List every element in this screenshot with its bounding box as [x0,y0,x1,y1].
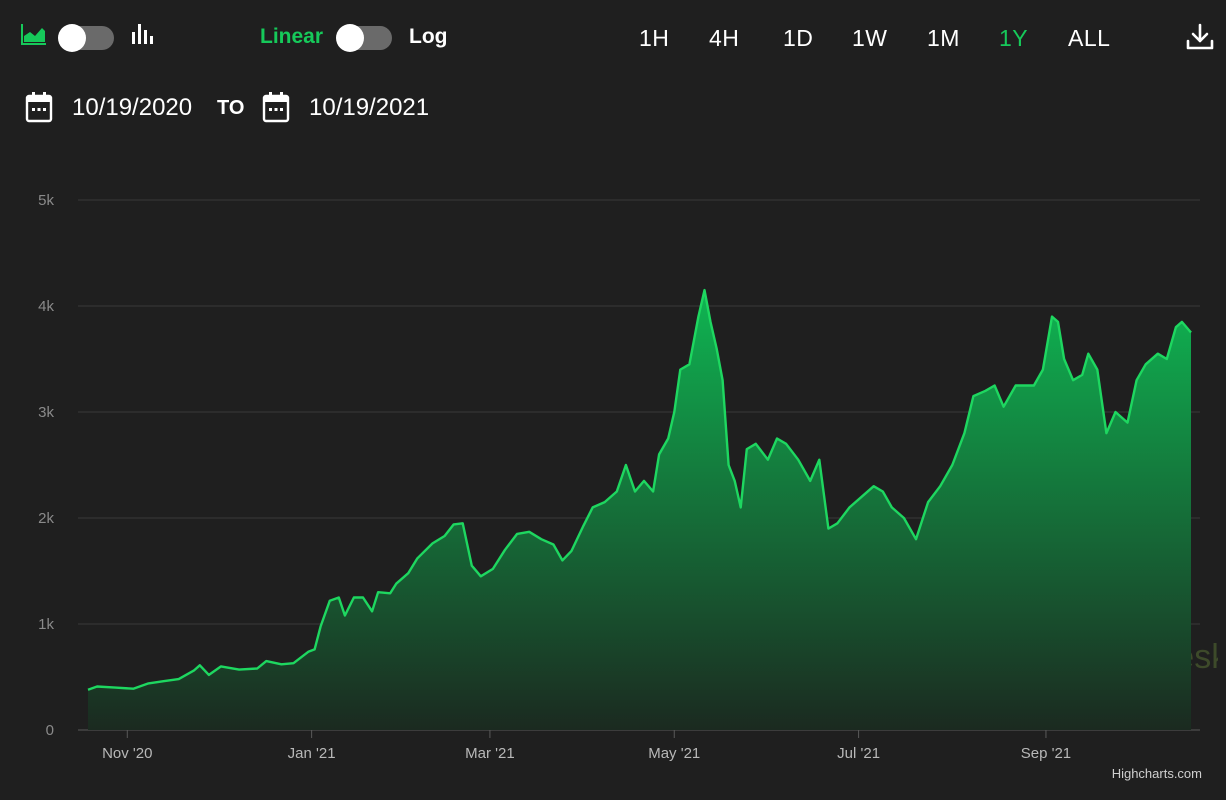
y-tick-label: 5k [38,192,54,209]
highcharts-credits[interactable]: Highcharts.com [1112,766,1202,781]
date-to-input[interactable]: 10/19/2021 [309,94,430,121]
range-button-1h[interactable]: 1H [639,25,670,51]
range-button-1w[interactable]: 1W [852,25,888,51]
y-axis: 0 1k 2k 3k 4k 5k [38,192,54,739]
price-line[interactable] [87,288,1192,691]
y-tick-label: 2k [38,510,54,527]
bar-chart-icon[interactable] [130,22,154,46]
x-tick-label: Jul '21 [837,745,880,762]
range-button-1y[interactable]: 1Y [999,25,1029,51]
y-tick-label: 1k [38,616,54,633]
calendar-icon[interactable] [25,91,53,123]
linear-scale-label[interactable]: Linear [260,25,324,48]
range-button-4h[interactable]: 4H [709,25,740,51]
x-axis: Nov '20 Jan '21 Mar '21 May '21 Jul '21 Sep '… [102,730,1071,762]
range-button-1d[interactable]: 1D [783,25,814,51]
date-to-label: TO [217,97,245,119]
price-area [88,290,1191,730]
area-chart-icon[interactable] [20,22,48,46]
scale-toggle[interactable] [336,24,392,52]
download-icon[interactable] [1185,22,1215,52]
range-button-all[interactable]: ALL [1068,25,1111,51]
scale-toggle-knob [336,24,364,52]
chart-type-toggle-knob [58,24,86,52]
y-tick-label: 4k [38,298,54,315]
x-tick-label: May '21 [648,745,700,762]
chart-toolbar: Linear Log 1H 4H 1D 1W 1M 1Y ALL [0,0,1226,76]
range-button-1m[interactable]: 1M [927,25,960,51]
y-tick-label: 0 [46,722,54,739]
chart-type-toggle[interactable] [58,24,114,52]
x-tick-label: Sep '21 [1021,745,1071,762]
x-tick-label: Jan '21 [288,745,336,762]
date-from-input[interactable]: 10/19/2020 [72,94,193,121]
log-scale-label[interactable]: Log [409,25,448,48]
x-tick-label: Nov '20 [102,745,152,762]
y-tick-label: 3k [38,404,54,421]
calendar-icon[interactable] [262,91,290,123]
x-tick-label: Mar '21 [465,745,515,762]
